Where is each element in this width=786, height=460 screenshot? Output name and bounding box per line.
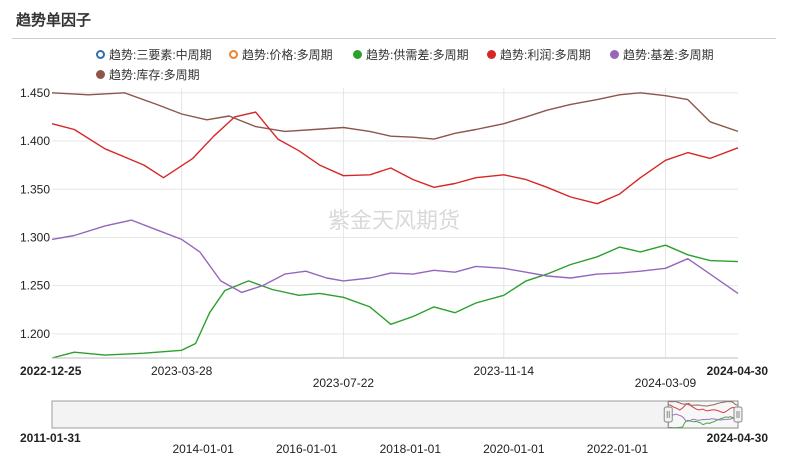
navigator-tick-label: 2022-01-01	[587, 442, 649, 456]
legend-item-lirun[interactable]: 趋势:利润:多周期	[487, 46, 591, 63]
x-tick-label: 2024-03-09	[635, 376, 697, 390]
legend-marker-icon	[96, 70, 105, 79]
navigator-right-handle[interactable]	[733, 406, 743, 423]
navigator-tick-label: 2020-01-01	[483, 442, 545, 456]
x-tick-label: 2022-12-25	[20, 364, 82, 378]
grid-layer	[52, 88, 738, 358]
navigator-series-line-4	[668, 413, 739, 422]
navigator[interactable]: 2011-01-31 2024-04-30 2014-01-01 2016-01-01…	[20, 400, 769, 456]
legend-item-jiage[interactable]: 趋势:价格:多周期	[229, 46, 333, 63]
y-tick-label: 1.200	[20, 327, 50, 341]
navigator-tick-label: 2024-04-30	[707, 431, 769, 445]
legend-label: 趋势:基差:多周期	[623, 48, 714, 62]
legend-label: 趋势:库存:多周期	[109, 68, 200, 82]
navigator-selection	[667, 400, 739, 429]
x-tick-label: 2023-07-22	[313, 376, 375, 390]
page-title: 趋势单因子	[16, 12, 92, 29]
navigator-series-line-2	[668, 416, 739, 429]
legend-label: 趋势:价格:多周期	[242, 48, 333, 62]
navigator-left-handle[interactable]	[663, 406, 673, 423]
y-tick-label: 1.400	[20, 134, 50, 148]
legend-row-2: 趋势:库存:多周期	[0, 66, 786, 84]
legend-marker-icon	[353, 50, 362, 59]
legend-marker-icon	[96, 50, 105, 59]
legend-marker-icon	[487, 50, 496, 59]
navigator-mask	[51, 400, 669, 429]
legend-item-kucun[interactable]: 趋势:库存:多周期	[96, 66, 200, 83]
navigator-tick-label: 2016-01-01	[276, 442, 338, 456]
navigator-tick-label: 2018-01-01	[380, 442, 442, 456]
y-tick-label: 1.350	[20, 182, 50, 196]
series-line-4	[51, 219, 739, 294]
navigator-tick-label: 2011-01-31	[20, 431, 81, 445]
navigator-tick-label: 2014-01-01	[172, 442, 234, 456]
series-layer	[51, 92, 739, 359]
legend-marker-icon	[229, 50, 238, 59]
legend-marker-icon	[610, 50, 619, 59]
navigator-series-line-5	[668, 400, 739, 407]
y-tick-label: 1.450	[20, 86, 50, 100]
watermark-text: 紫金天风期货	[328, 208, 460, 233]
x-tick-label: 2023-03-28	[151, 364, 213, 378]
title-divider	[12, 38, 776, 39]
series-line-3	[51, 111, 739, 205]
y-tick-label: 1.250	[20, 279, 50, 293]
x-tick-label: 2023-11-14	[474, 364, 535, 378]
legend-label: 趋势:三要素:中周期	[109, 48, 212, 62]
series-line-5	[51, 92, 739, 140]
y-tick-label: 1.300	[20, 230, 50, 244]
series-line-2	[51, 244, 739, 359]
legend-item-gongxucha[interactable]: 趋势:供需差:多周期	[353, 46, 469, 63]
axis-layer: 1.450 1.400 1.350 1.300 1.250 1.200 2022-12-25…	[20, 86, 768, 390]
x-tick-label: 2024-04-30	[707, 364, 769, 378]
navigator-series-line-3	[668, 402, 739, 414]
legend-label: 趋势:利润:多周期	[500, 48, 591, 62]
legend-row-1: 趋势:三要素:中周期 趋势:价格:多周期 趋势:供需差:多周期 趋势:利润:多周…	[0, 46, 786, 64]
legend-label: 趋势:供需差:多周期	[366, 48, 469, 62]
legend-item-jicha[interactable]: 趋势:基差:多周期	[610, 46, 714, 63]
legend-item-sanyaosu[interactable]: 趋势:三要素:中周期	[96, 46, 212, 63]
